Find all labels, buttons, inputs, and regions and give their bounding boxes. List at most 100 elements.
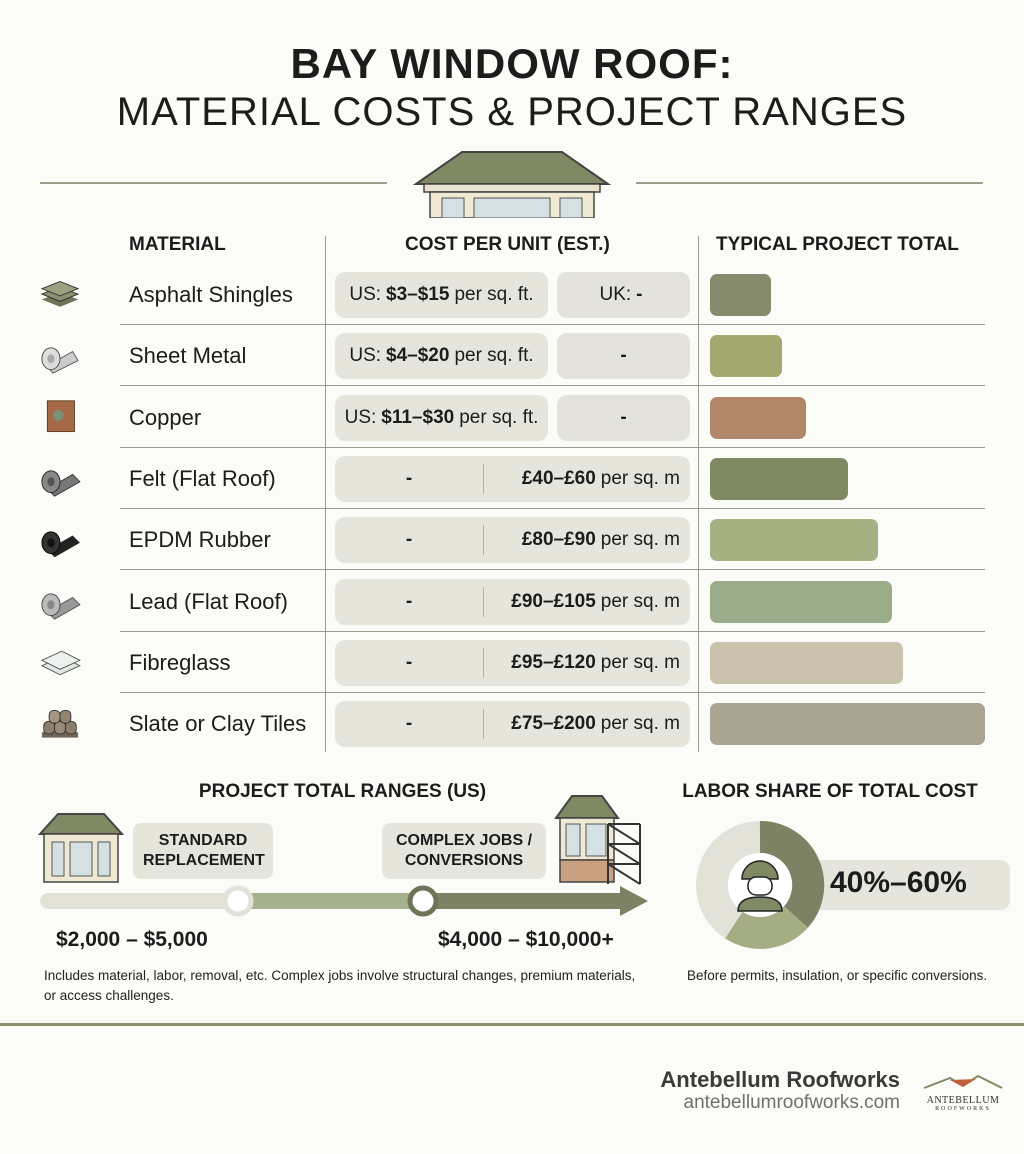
table-row: EPDM Rubber - £80–£90 per sq. m <box>0 509 1024 571</box>
sheet-metal-icon <box>41 347 79 375</box>
uk-cost-value: £40–£60 <box>521 467 596 489</box>
uk-cost-value: - <box>636 284 643 305</box>
project-total-bar <box>710 274 771 316</box>
us-cost-value: $11–$30 <box>381 406 455 428</box>
worker-icon <box>737 860 783 912</box>
uk-cost-value: - <box>620 345 627 367</box>
title-line-2: MATERIAL COSTS & PROJECT RANGES <box>116 90 908 134</box>
cost-cell: - £90–£105 per sq. m <box>335 578 690 625</box>
material-name: Asphalt Shingles <box>129 282 293 307</box>
project-total-bar <box>710 641 903 684</box>
fibreglass-icon <box>40 650 81 676</box>
uk-cost-unit: per sq. m <box>600 467 680 489</box>
labor-donut <box>696 820 825 949</box>
divider <box>636 182 983 184</box>
labor-value-pill <box>790 860 1010 910</box>
title-line-1: BAY WINDOW ROOF: <box>290 40 734 87</box>
us-cost-unit: per sq. ft. <box>454 345 534 367</box>
us-cost-cell: US: $3–$15 per sq. ft. <box>335 272 548 318</box>
row-divider <box>120 630 985 632</box>
table-row: Fibreglass - £95–£120 per sq. m <box>0 632 1024 693</box>
felt-roll-icon <box>41 470 81 497</box>
standard-replacement-label: STANDARD REPLACEMENT <box>133 823 273 879</box>
labor-heading: LABOR SHARE OF TOTAL COST <box>682 781 978 802</box>
lead-roll-icon <box>41 592 81 620</box>
table-row: Copper US: $11–$30 per sq. ft. - <box>0 387 1024 448</box>
header-total: TYPICAL PROJECT TOTAL <box>716 234 959 255</box>
material-name: Felt (Flat Roof) <box>129 465 276 491</box>
standard-range-value: $2,000 – $5,000 <box>56 928 208 951</box>
us-prefix: US: <box>349 345 382 367</box>
copper-icon <box>46 399 75 432</box>
bay-window-roof-icon <box>412 151 612 218</box>
bay-window-icon <box>38 813 124 883</box>
uk-cost-cell: - <box>557 333 690 380</box>
bay-window-scaffold-icon <box>554 795 641 885</box>
project-total-bar <box>710 703 985 746</box>
company-website[interactable]: antebellumroofworks.com <box>683 1092 900 1113</box>
us-prefix: US: <box>349 284 382 305</box>
us-cost-unit: per sq. ft. <box>459 406 539 428</box>
project-total-bar <box>710 457 848 500</box>
donut-segment-dark <box>759 820 825 928</box>
uk-prefix: UK: <box>599 284 632 305</box>
row-divider <box>120 385 985 387</box>
uk-cost-cell: - <box>557 394 690 441</box>
uk-cost-value: £90–£105 <box>511 590 596 612</box>
uk-cost-unit: per sq. m <box>600 529 680 551</box>
company-name: Antebellum Roofworks <box>660 1067 900 1092</box>
footer-divider <box>0 1023 1024 1026</box>
ranges-note: Includes material, labor, removal, etc. … <box>44 968 636 1003</box>
uk-cost-unit: per sq. m <box>600 713 680 735</box>
complex-jobs-label: COMPLEX JOBS / CONVERSIONS <box>382 823 546 879</box>
us-cost-value: $3–$15 <box>386 284 450 305</box>
uk-cost-value: - <box>620 406 627 428</box>
table-row: Sheet Metal US: $4–$20 per sq. ft. - <box>0 325 1024 387</box>
range-arrow <box>40 885 648 917</box>
slate-tiles-icon <box>41 710 79 738</box>
material-name: Sheet Metal <box>129 343 247 369</box>
header-material: MATERIAL <box>129 234 226 255</box>
row-divider <box>120 324 985 325</box>
column-divider <box>698 236 699 752</box>
us-cost-cell: US: $4–$20 per sq. ft. <box>335 333 548 380</box>
us-cost-value: - <box>405 590 413 612</box>
material-name: EPDM Rubber <box>129 527 271 553</box>
us-cost-value: - <box>405 713 413 735</box>
labor-value: 40%–60% <box>830 866 967 899</box>
complex-range-value: $4,000 – $10,000+ <box>438 928 614 951</box>
table-row: Lead (Flat Roof) - £90–£105 per sq. m <box>0 571 1024 632</box>
uk-cost-unit: per sq. m <box>600 651 680 673</box>
uk-cost-value: £75–£200 <box>511 713 596 735</box>
project-total-bar <box>710 519 878 562</box>
project-total-bar <box>710 335 782 378</box>
table-row: Asphalt Shingles US: $3–$15 per sq. ft. UK… <box>0 264 1024 325</box>
cost-cell: - £75–£200 per sq. m <box>335 701 690 748</box>
row-divider <box>120 507 985 509</box>
us-cost-value: - <box>405 529 413 551</box>
material-name: Slate or Clay Tiles <box>129 711 307 737</box>
table-row: Slate or Clay Tiles - £75–£200 per sq. m <box>0 693 1024 754</box>
material-name: Lead (Flat Roof) <box>129 588 288 614</box>
us-cost-value: - <box>405 467 413 489</box>
us-cost-unit: per sq. ft. <box>454 284 534 305</box>
us-prefix: US: <box>344 406 377 428</box>
cost-cell: - £80–£90 per sq. m <box>335 517 690 564</box>
column-divider <box>325 236 326 752</box>
cost-cell: - £95–£120 per sq. m <box>335 639 690 686</box>
material-name: Fibreglass <box>129 649 231 675</box>
asphalt-shingles-icon <box>40 280 80 307</box>
us-cost-cell: US: $11–$30 per sq. ft. <box>335 394 548 441</box>
cost-cell: - £40–£60 per sq. m <box>335 455 690 502</box>
us-cost-value: - <box>405 651 413 673</box>
us-cost-value: $4–$20 <box>386 345 450 367</box>
project-total-bar <box>710 580 892 623</box>
header-cost: COST PER UNIT (EST.) <box>405 234 610 255</box>
project-total-bar <box>710 396 806 439</box>
table-row: Felt (Flat Roof) - £40–£60 per sq. m <box>0 448 1024 509</box>
uk-cost-unit: per sq. m <box>600 590 680 612</box>
labor-note: Before permits, insulation, or specific … <box>687 968 988 983</box>
row-divider <box>120 446 985 448</box>
donut-segment-light <box>725 905 808 949</box>
ranges-heading: PROJECT TOTAL RANGES (US) <box>198 781 487 802</box>
